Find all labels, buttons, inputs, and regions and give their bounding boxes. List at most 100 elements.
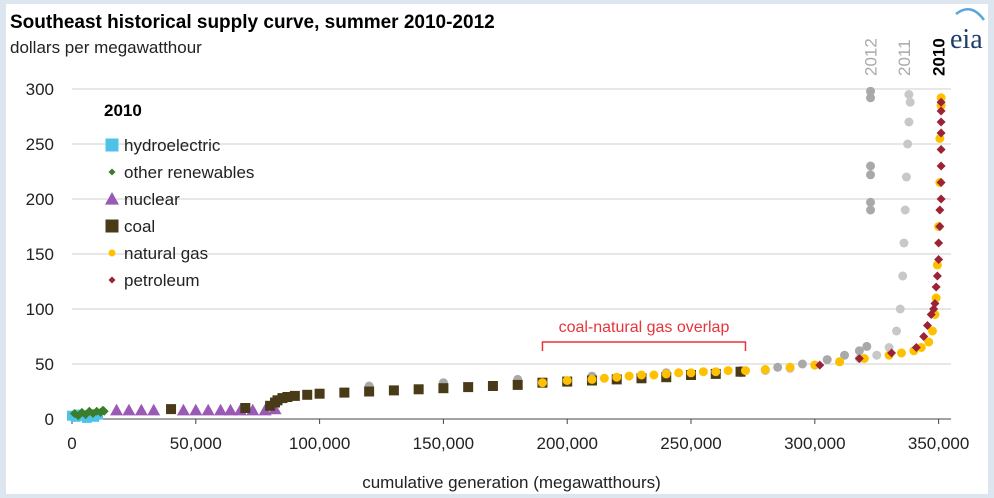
point-petroleum-11 [934, 255, 944, 264]
point-2012-8 [822, 355, 832, 365]
legend-marker-petroleum [108, 276, 116, 284]
point-natural-gas-0 [537, 378, 547, 388]
point-nuclear-4 [176, 403, 190, 416]
point-2012-16 [866, 93, 876, 103]
point-2011-12 [900, 205, 910, 215]
legend-marker-coal [105, 219, 119, 233]
y-tick-label-50: 50 [35, 355, 54, 374]
point-nuclear-1 [122, 403, 136, 416]
x-tick-label-0: 0 [67, 434, 76, 453]
point-petroleum-13 [935, 222, 945, 231]
point-2012-17 [866, 86, 876, 96]
point-petroleum-14 [935, 205, 945, 215]
point-natural-gas-6 [636, 370, 646, 380]
point-natural-gas-4 [612, 372, 622, 382]
point-petroleum-15 [936, 194, 946, 204]
point-2012-7 [797, 359, 807, 369]
point-nuclear-3 [147, 403, 161, 416]
point-2012-14 [866, 170, 876, 180]
point-coal-7 [289, 390, 300, 401]
overlap-annotation: coal-natural gas overlap [559, 319, 730, 336]
point-petroleum-2 [887, 348, 897, 358]
point-natural-gas-3 [599, 373, 609, 383]
chart-title: Southeast historical supply curve, summe… [10, 12, 495, 33]
point-coal-11 [364, 386, 375, 397]
series-nuclear [110, 402, 282, 416]
point-nuclear-5 [189, 403, 203, 416]
point-petroleum-5 [922, 321, 932, 330]
point-2011-11 [899, 238, 909, 248]
point-2011-13 [901, 172, 911, 182]
x-tick-label-100000: 100,000 [289, 434, 350, 453]
point-natural-gas-14 [740, 366, 750, 376]
eia-logo-swoosh-icon [955, 7, 986, 21]
legend-label-hydroelectric: hydroelectric [124, 136, 221, 155]
eia-logo: eia [950, 7, 986, 55]
x-tick-label-200000: 200,000 [536, 434, 597, 453]
series-petroleum [815, 97, 946, 370]
point-coal-17 [512, 379, 523, 390]
point-petroleum-12 [934, 238, 944, 248]
point-petroleum-4 [919, 332, 929, 341]
y-tick-label-100: 100 [26, 300, 54, 319]
legend-label-petroleum: petroleum [124, 271, 200, 290]
series-natural-gas [537, 93, 946, 388]
point-2011-16 [905, 97, 915, 107]
point-natural-gas-18 [835, 357, 845, 367]
point-2012-6 [773, 362, 783, 372]
legend-marker-hydroelectric [105, 138, 119, 152]
supply-curve-chart: Southeast historical supply curve, summe… [10, 7, 986, 492]
point-nuclear-2 [134, 403, 148, 416]
point-coal-1 [240, 403, 251, 413]
y-tick-label-200: 200 [26, 190, 54, 209]
point-petroleum-18 [936, 145, 946, 154]
legend-title: 2010 [104, 101, 142, 120]
point-coal-14 [438, 383, 449, 394]
legend: 2010 hydroelectric other renewables nuclea… [104, 101, 254, 290]
x-tick-label-250000: 250,000 [660, 434, 721, 453]
year-labels: 2012 2011 2010 [862, 38, 949, 76]
point-2012-12 [866, 205, 876, 215]
point-natural-gas-10 [686, 368, 696, 378]
chart-frame: Southeast historical supply curve, summe… [6, 4, 988, 494]
data-series [67, 86, 946, 423]
series-2011 [736, 90, 915, 378]
series-2012 [364, 86, 876, 391]
point-petroleum-17 [936, 161, 946, 171]
point-natural-gas-11 [698, 367, 708, 377]
legend-marker-other-renewables [108, 168, 116, 176]
year-label-2010: 2010 [930, 38, 949, 76]
point-coal-10 [339, 387, 350, 398]
x-tick-label-300000: 300,000 [784, 434, 845, 453]
point-coal-0 [166, 404, 177, 415]
legend-label-coal: coal [124, 217, 155, 236]
point-petroleum-1 [854, 354, 864, 363]
x-tick-label-350000: 350,000 [908, 434, 969, 453]
point-petroleum-20 [936, 117, 946, 127]
year-label-2011: 2011 [895, 39, 914, 76]
eia-logo-text: eia [950, 24, 983, 55]
series-other-renewables [69, 405, 109, 421]
y-tick-label-150: 150 [26, 245, 54, 264]
point-2011-6 [872, 350, 882, 360]
point-hydroelectric-7 [92, 409, 103, 420]
legend-marker-nuclear [105, 192, 119, 205]
gridlines [72, 88, 951, 365]
point-natural-gas-8 [661, 369, 671, 379]
point-natural-gas-24 [924, 337, 934, 347]
y-tick-label-250: 250 [26, 135, 54, 154]
overlap-bracket [541, 341, 747, 351]
point-2011-17 [904, 90, 914, 99]
point-natural-gas-1 [562, 376, 572, 385]
chart-subtitle: dollars per megawatthour [10, 38, 202, 57]
point-petroleum-21 [936, 106, 946, 116]
point-natural-gas-25 [927, 326, 937, 336]
point-coal-13 [413, 384, 424, 395]
point-natural-gas-2 [587, 374, 597, 384]
point-coal-6 [282, 392, 293, 402]
point-natural-gas-19 [859, 354, 869, 363]
point-other-renewables-9 [99, 406, 109, 416]
x-tick-label-50000: 50,000 [170, 434, 222, 453]
point-nuclear-0 [110, 403, 124, 416]
point-natural-gas-13 [723, 366, 733, 376]
